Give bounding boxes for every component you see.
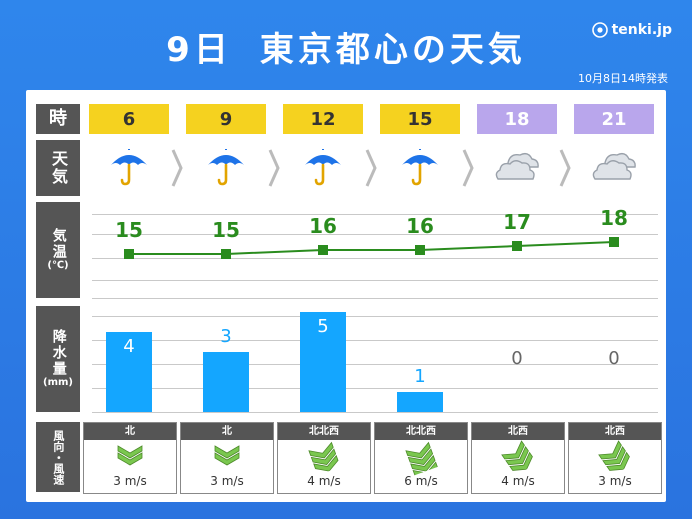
- wind-direction: 北西: [472, 423, 564, 440]
- wind-cell: 北 3 m/s: [180, 422, 274, 494]
- hour-header: 12: [283, 104, 363, 134]
- wind-direction: 北北西: [375, 423, 467, 440]
- temp-point: [415, 245, 425, 255]
- wind-speed: 3 m/s: [113, 474, 147, 488]
- temp-value: 17: [503, 210, 531, 234]
- wind-direction: 北西: [569, 423, 661, 440]
- hour-header: 18: [477, 104, 557, 134]
- temp-point: [124, 249, 134, 259]
- temp-value: 16: [406, 214, 434, 238]
- grid-line: [92, 258, 658, 259]
- wind-speed: 3 m/s: [598, 474, 632, 488]
- hour-header: 15: [380, 104, 460, 134]
- row-label-temp-unit: (℃): [47, 259, 69, 271]
- wind-direction: 北北西: [278, 423, 370, 440]
- row-label-time-text: 時: [49, 107, 67, 129]
- precip-value: 0: [511, 348, 523, 369]
- wind-speed: 3 m/s: [210, 474, 244, 488]
- precip-value: 1: [414, 366, 426, 387]
- wind-speed: 6 m/s: [404, 474, 438, 488]
- brand-logo: tenki.jp: [591, 22, 672, 38]
- precip-bar: [203, 352, 249, 412]
- cloud-icon: [574, 144, 654, 190]
- row-label-temp-text: 気温: [50, 227, 67, 260]
- temp-point: [609, 237, 619, 247]
- grid-line: [92, 214, 658, 215]
- temp-value: 15: [115, 218, 143, 242]
- wind-arrow-icon: [568, 417, 663, 498]
- page-title: 9日 東京都心の天気: [0, 22, 692, 71]
- precip-bar: [300, 312, 346, 412]
- precip-value: 4: [123, 336, 135, 357]
- grid-line: [92, 412, 658, 413]
- row-label-precip: 降水量 (mm): [36, 306, 80, 412]
- grid-line: [92, 388, 658, 389]
- wind-speed: 4 m/s: [501, 474, 535, 488]
- chevron-right-icon: [171, 146, 183, 190]
- title-day: 9日: [166, 30, 232, 70]
- row-label-wind: 風向・風速: [36, 422, 80, 492]
- grid-line: [92, 316, 658, 317]
- forecast-table: 時 天気 気温 (℃) 降水量 (mm) 風向・風速 6 4 北 3 m/s 9 3 北 3 m/…: [26, 90, 666, 502]
- wind-cell: 北西 3 m/s: [568, 422, 662, 494]
- wind-cell: 北 3 m/s: [83, 422, 177, 494]
- temp-value: 18: [600, 206, 628, 230]
- row-label-time: 時: [36, 104, 80, 134]
- precip-value: 3: [220, 326, 232, 347]
- grid-line: [92, 364, 658, 365]
- hour-header: 21: [574, 104, 654, 134]
- temp-line: [129, 241, 615, 255]
- row-label-weather: 天気: [36, 140, 80, 196]
- chevron-right-icon: [559, 146, 571, 190]
- row-label-wind-text: 風向・風速: [51, 429, 65, 485]
- row-label-weather-text: 天気: [49, 150, 68, 186]
- row-label-precip-text: 降水量: [50, 328, 67, 377]
- chevron-right-icon: [462, 146, 474, 190]
- wind-cell: 北北西 6 m/s: [374, 422, 468, 494]
- row-label-temp: 気温 (℃): [36, 202, 80, 298]
- umbrella-icon: [380, 144, 460, 190]
- wind-arrow-icon: [471, 417, 566, 498]
- precip-value: 5: [317, 316, 329, 337]
- temp-point: [512, 241, 522, 251]
- sun-logo-icon: [591, 22, 608, 38]
- grid-line: [92, 234, 658, 235]
- temp-point: [221, 249, 231, 259]
- row-label-precip-unit: (mm): [43, 376, 73, 388]
- precip-bar: [106, 332, 152, 412]
- wind-arrow-icon: [275, 425, 373, 488]
- cloud-icon: [477, 144, 557, 190]
- wind-direction: 北: [84, 423, 176, 440]
- temp-line-chart: [124, 237, 619, 259]
- umbrella-icon: [283, 144, 363, 190]
- temp-value: 15: [212, 218, 240, 242]
- hour-header: 6: [89, 104, 169, 134]
- precip-value: 0: [608, 348, 620, 369]
- temp-value: 16: [309, 214, 337, 238]
- grid-line: [92, 298, 658, 299]
- wind-direction: 北: [181, 423, 273, 440]
- wind-arrow-icon: [84, 440, 176, 474]
- brand-name: tenki.jp: [611, 22, 672, 38]
- wind-speed: 4 m/s: [307, 474, 341, 488]
- grid-line: [92, 340, 658, 341]
- chevron-right-icon: [268, 146, 280, 190]
- grid-line: [92, 280, 658, 281]
- wind-cell: 北西 4 m/s: [471, 422, 565, 494]
- wind-arrow-icon: [181, 440, 273, 474]
- umbrella-icon: [186, 144, 266, 190]
- umbrella-icon: [89, 144, 169, 190]
- wind-cell: 北北西 4 m/s: [277, 422, 371, 494]
- hour-header: 9: [186, 104, 266, 134]
- chevron-right-icon: [365, 146, 377, 190]
- temp-point: [318, 245, 328, 255]
- title-place: 東京都心の天気: [259, 30, 526, 70]
- precip-bar: [397, 392, 443, 412]
- issued-time: 10月8日14時発表: [578, 72, 668, 85]
